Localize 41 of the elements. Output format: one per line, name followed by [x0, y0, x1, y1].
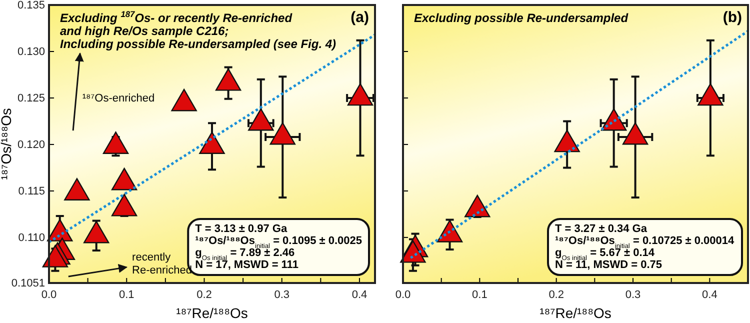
annotation: g$_{Os initial}$ = 5.67 ± 0.14 — [555, 247, 656, 262]
point — [698, 83, 724, 106]
annotation: N = 11, MSWD = 0.75 — [555, 259, 662, 271]
x-tick-label: 0.4 — [352, 289, 368, 302]
x-tick-label: 0.3 — [274, 289, 290, 302]
point — [554, 130, 580, 152]
y-axis-title: ¹⁸⁷Os/¹⁸⁸Os — [0, 108, 14, 180]
chart-title: (a) — [350, 9, 369, 26]
x-tick-label: 0.1 — [118, 289, 134, 302]
y-tick-label: 0.120 — [17, 138, 45, 151]
point — [622, 122, 648, 145]
x-axis-title: ¹⁸⁷Re/¹⁸⁸Os — [540, 305, 612, 321]
chart-title: (b) — [722, 9, 742, 26]
x-tick-label: 0.0 — [41, 289, 57, 302]
x-axis-title: ¹⁸⁷Re/¹⁸⁸Os — [176, 305, 248, 321]
y-tick-label: 0.115 — [18, 185, 45, 198]
text: Excluding possible Re-undersampled — [414, 11, 629, 25]
x-tick-label: 0.3 — [625, 289, 641, 302]
x-tick-label: 0.2 — [196, 289, 212, 302]
y-tick-label: 0.1051 — [11, 278, 45, 290]
point — [464, 194, 490, 218]
annotation: g$_{Os initial}$ = 7.89 ± 2.46 — [195, 247, 295, 262]
x-tick-label: 0.4 — [702, 289, 718, 302]
x-tick-label: 0.1 — [472, 289, 488, 302]
x-tick-label: 0.2 — [548, 289, 564, 302]
y-tick-label: 0.135 — [17, 0, 45, 12]
y-tick-label: 0.130 — [17, 46, 45, 58]
x-tick-label: 0.0 — [395, 289, 411, 302]
annotation: N = 17, MSWD = 111 — [195, 259, 298, 271]
y-tick-label: 0.110 — [18, 232, 45, 244]
annotation: ¹⁸⁷Os-enriched — [82, 92, 155, 105]
annotation: T = 3.27 ± 0.34 Ga — [555, 223, 648, 235]
text: Excluding $^{187}$Os- or recently Re-enriched and high Re/Os sample C216; Including possible Re-undersampled (see Fig. 4) — [60, 9, 336, 51]
annotation: T = 3.13 ± 0.97 Ga — [195, 223, 288, 235]
annotation: ¹⁸⁷Os/¹⁸⁸Os$_{initial}$ = 0.10725 ± 0.00014 — [555, 235, 735, 250]
point — [600, 108, 627, 131]
y-tick-label: 0.125 — [17, 92, 45, 104]
annotation: recently — [132, 252, 172, 264]
point — [400, 240, 426, 263]
annotation: ¹⁸⁷Os/¹⁸⁸Os$_{initial}$ = 0.1095 ± 0.0025 — [195, 235, 362, 250]
annotation: Re-enriched — [132, 264, 192, 277]
